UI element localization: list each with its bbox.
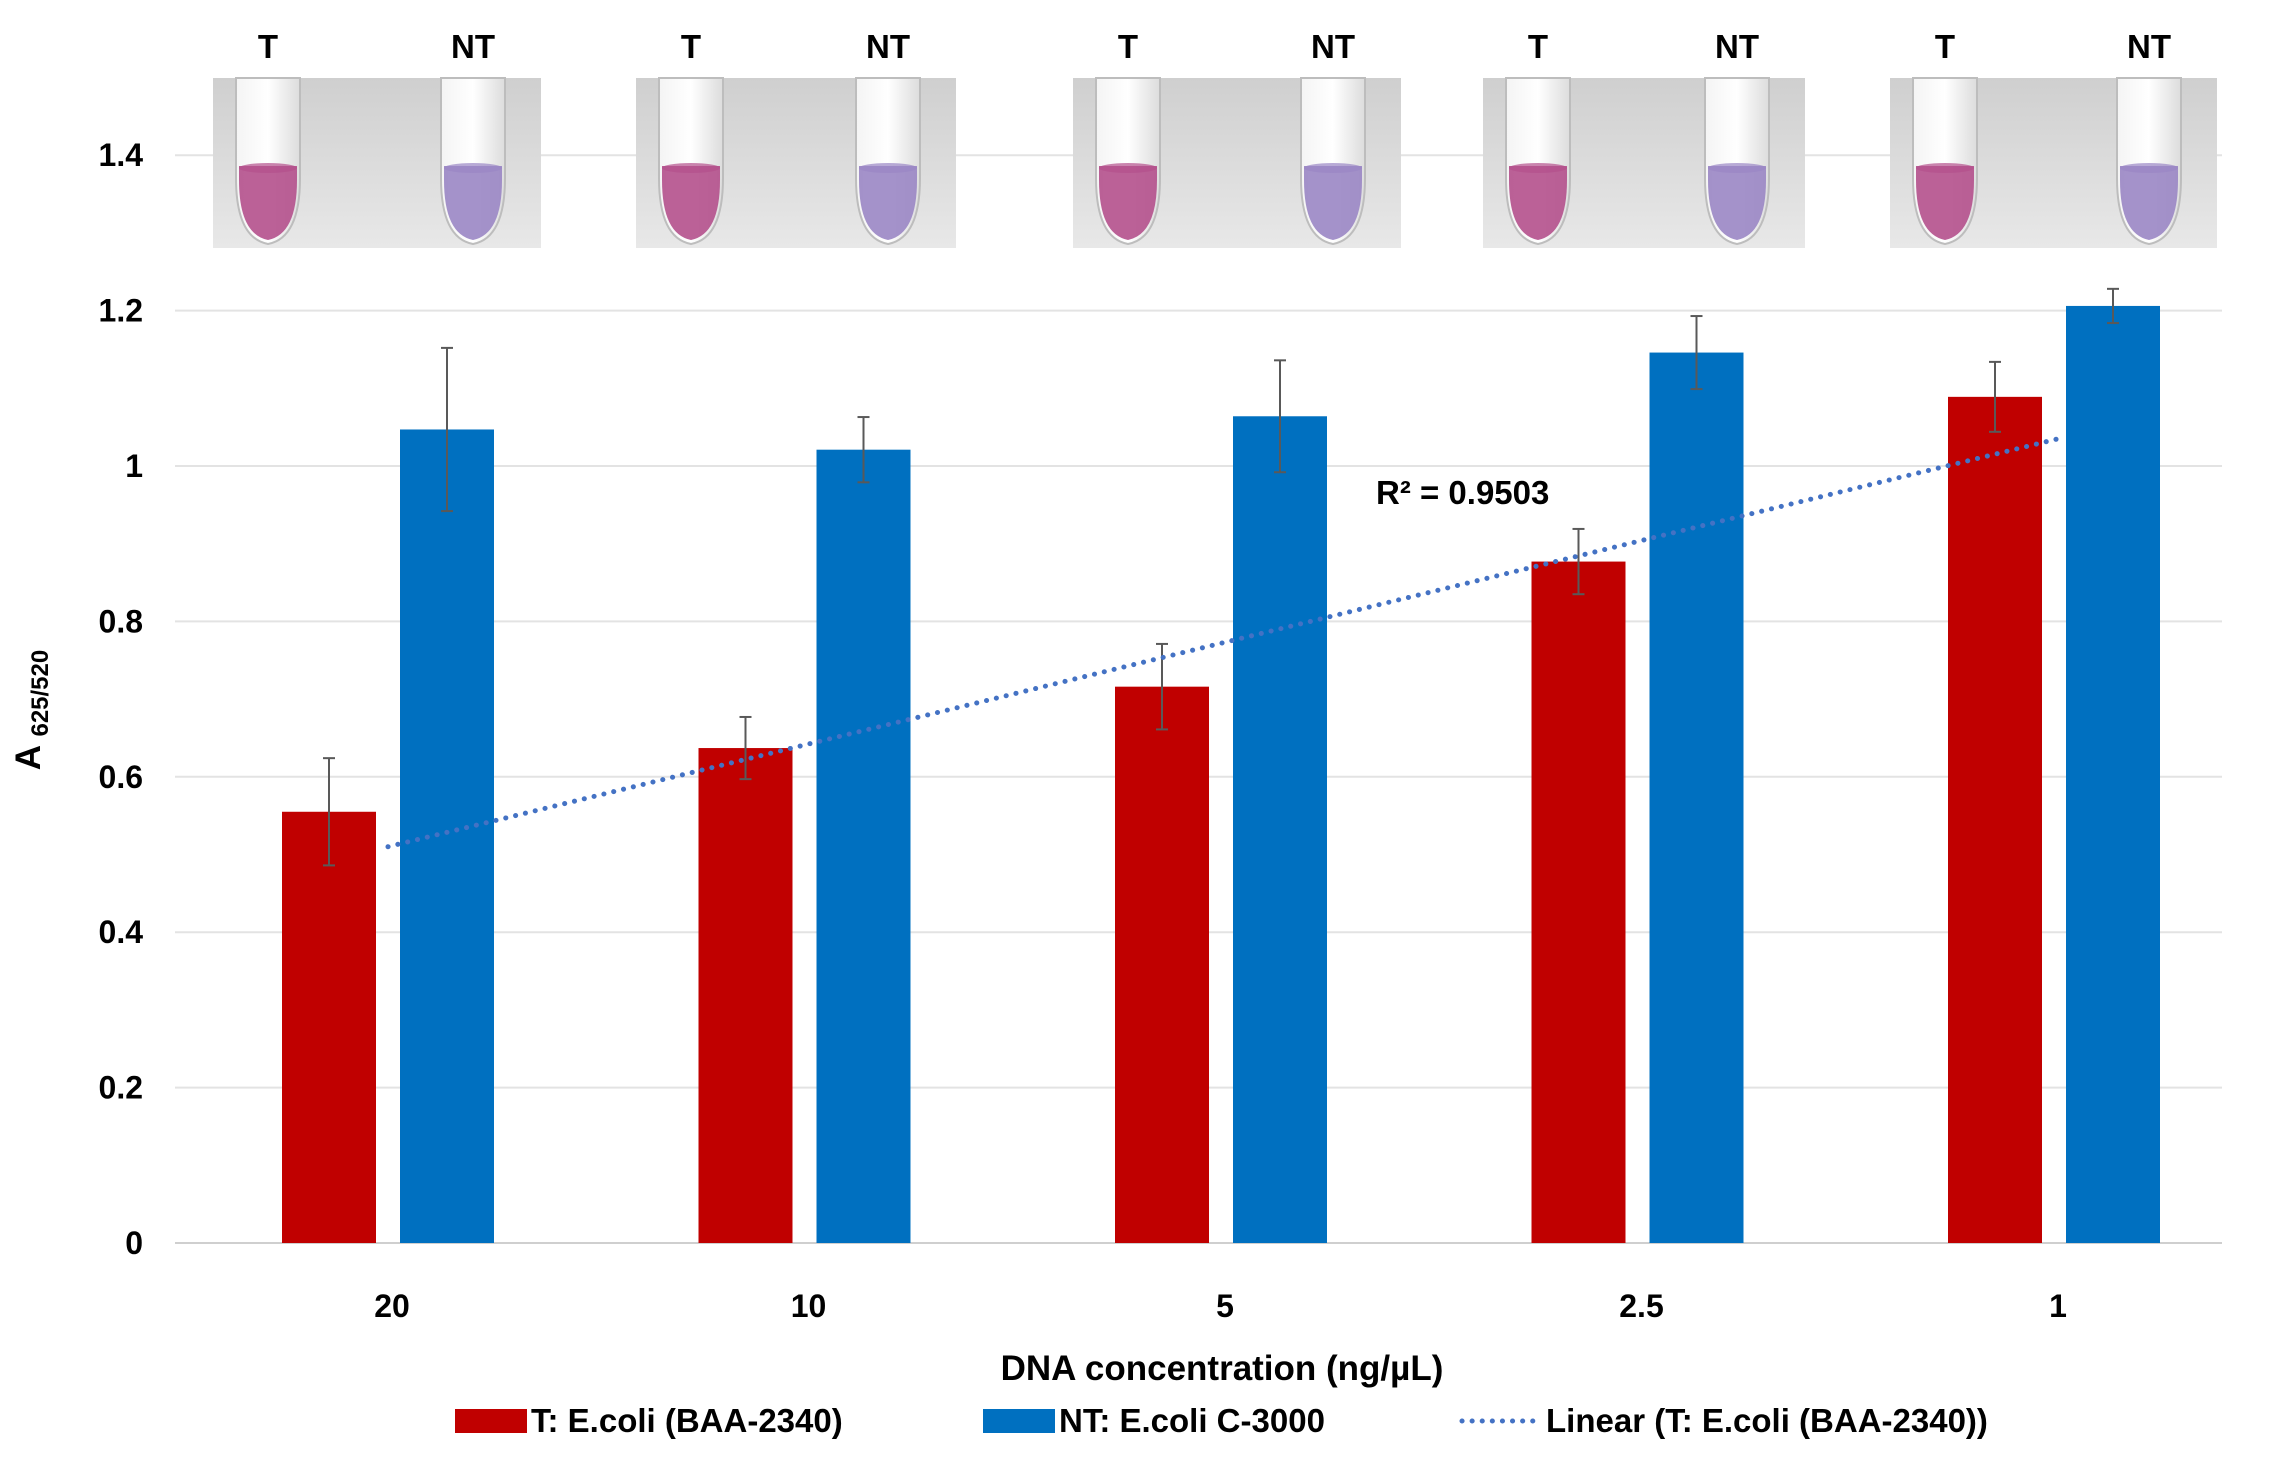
target-solution: [1099, 166, 1157, 240]
error-bar: [1572, 527, 1585, 596]
error-bar: [323, 757, 335, 867]
nontarget-solution: [859, 166, 917, 240]
tube-label-t: T: [258, 28, 278, 65]
x-tick-label: 2.5: [1619, 1288, 1663, 1324]
trendline: [385, 436, 2061, 850]
nontarget-solution: [2120, 166, 2178, 240]
tube-label-t: T: [1528, 28, 1548, 65]
bar-t-20: [282, 811, 376, 1243]
y-axis-title: A 625/520: [9, 650, 54, 770]
error-bar: [441, 346, 453, 513]
bar-t-10: [698, 748, 793, 1243]
meniscus: [859, 163, 917, 173]
target-solution: [662, 166, 720, 240]
y-tick-label: 1.4: [99, 137, 144, 173]
y-axis-title-subscript: 625/520: [27, 650, 54, 737]
tube-label-t: T: [681, 28, 701, 65]
tube-photos: T NT T NT T NT T NT T NT: [213, 28, 2217, 248]
meniscus: [239, 163, 297, 173]
tube-photo-1: [213, 77, 541, 248]
error-bar: [1989, 360, 2001, 433]
tube-label-nt: NT: [1715, 28, 1759, 65]
legend: T: E.coli (BAA-2340) NT: E.coli C-3000 Lin…: [455, 1402, 1988, 1439]
target-solution: [1509, 166, 1567, 240]
y-axis-title-main: A: [9, 737, 48, 771]
tube-photo-3: [1073, 77, 1401, 248]
error-bar: [2107, 287, 2119, 325]
x-tick-label: 5: [1216, 1288, 1234, 1324]
trendline-layer: R² = 0.9503: [385, 436, 2061, 850]
meniscus: [1708, 163, 1766, 173]
meniscus: [1916, 163, 1974, 173]
tube-label-nt: NT: [866, 28, 910, 65]
tube-label-t: T: [1935, 28, 1955, 65]
y-tick-label: 1: [125, 448, 143, 484]
meniscus: [662, 163, 720, 173]
legend-label-t: T: E.coli (BAA-2340): [531, 1402, 843, 1439]
nontarget-solution: [444, 166, 502, 240]
meniscus: [2120, 163, 2178, 173]
y-tick-label: 0.8: [99, 603, 143, 639]
tube-label-t: T: [1118, 28, 1138, 65]
error-bar: [1690, 315, 1703, 391]
bar-t-5: [1115, 686, 1209, 1243]
legend-swatch-nt: [983, 1409, 1055, 1433]
meniscus: [1304, 163, 1362, 173]
error-bar: [857, 416, 870, 484]
legend-label-trendline: Linear (T: E.coli (BAA-2340)): [1546, 1402, 1988, 1439]
error-bar: [739, 715, 752, 781]
meniscus: [1509, 163, 1567, 173]
bars: [282, 287, 2160, 1244]
tube-photo-4: [1483, 77, 1805, 248]
y-tick-label: 0: [125, 1225, 143, 1261]
target-solution: [1916, 166, 1974, 240]
meniscus: [1099, 163, 1157, 173]
tube-label-nt: NT: [451, 28, 495, 65]
bar-nt-10: [816, 449, 911, 1244]
meniscus: [444, 163, 502, 173]
bar-nt-2.5: [1649, 352, 1744, 1244]
tube-label-nt: NT: [1311, 28, 1355, 65]
x-tick-label: 20: [374, 1288, 410, 1324]
r-squared-annotation: R² = 0.9503: [1376, 474, 1549, 511]
tube-photo-5: [1890, 77, 2217, 248]
nontarget-solution: [1304, 166, 1362, 240]
axes: 0 0.2 0.4 0.6 0.8 1 1.2 1.4 20 10 5 2.5 1 DNA concent…: [9, 137, 2067, 1388]
y-tick-label: 0.6: [99, 759, 143, 795]
bar-nt-5: [1233, 416, 1327, 1244]
legend-swatch-t: [455, 1409, 527, 1433]
legend-label-nt: NT: E.coli C-3000: [1059, 1402, 1325, 1439]
nontarget-solution: [1708, 166, 1766, 240]
bar-nt-1: [2066, 305, 2160, 1243]
tube-photo-2: [636, 77, 956, 248]
target-solution: [239, 166, 297, 240]
y-tick-label: 1.2: [99, 293, 143, 329]
x-axis-title: DNA concentration (ng/µL): [1001, 1349, 1444, 1388]
x-tick-label: 10: [791, 1288, 827, 1324]
x-tick-label: 1: [2049, 1288, 2067, 1324]
bar-t-2.5: [1531, 561, 1626, 1243]
y-tick-label: 0.2: [99, 1070, 143, 1106]
tube-label-nt: NT: [2127, 28, 2171, 65]
y-tick-label: 0.4: [99, 914, 144, 950]
bar-t-1: [1948, 396, 2042, 1243]
error-bar: [1274, 359, 1286, 474]
bar-nt-20: [400, 429, 494, 1244]
